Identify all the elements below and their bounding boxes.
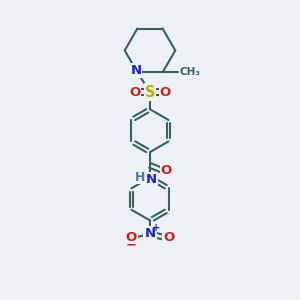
Text: −: −: [126, 238, 137, 251]
Text: O: O: [129, 85, 140, 98]
Text: N: N: [130, 64, 141, 77]
Text: H: H: [135, 171, 146, 184]
Text: O: O: [126, 231, 137, 244]
Text: +: +: [152, 223, 160, 233]
Text: O: O: [161, 164, 172, 177]
Text: N: N: [146, 173, 157, 186]
Text: O: O: [160, 85, 171, 98]
Text: CH₃: CH₃: [180, 67, 201, 77]
Text: S: S: [145, 85, 155, 100]
Text: N: N: [144, 227, 156, 240]
Text: O: O: [163, 231, 174, 244]
